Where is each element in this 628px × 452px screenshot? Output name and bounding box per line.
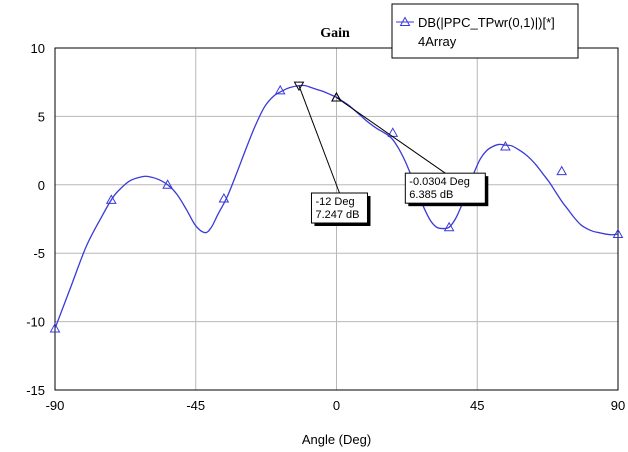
x-axis-label: Angle (Deg) [302,432,371,447]
y-tick-label: 10 [31,41,45,56]
data-marker [443,221,455,232]
annotation-marker [331,91,342,102]
legend: DB(|PPC_TPwr(0,1)|)[*] 4Array [391,3,579,59]
data-marker [49,322,61,333]
y-tick-label: -5 [33,246,45,261]
markers-layer [49,84,624,333]
y-tick-label: -10 [26,315,45,330]
data-marker [387,127,399,137]
annotation-value: 6.385 dB [409,189,453,201]
y-tick-label: -15 [26,383,45,398]
data-marker [500,140,511,151]
x-tick-label: 0 [333,398,340,413]
data-marker [556,165,568,176]
x-tick-label: -45 [186,398,205,413]
annotation-value: 7.247 dB [315,209,359,221]
x-tick-label: 45 [470,398,484,413]
chart-title: Gain [320,26,350,41]
legend-triangle-icon [399,16,411,26]
annotation-marker [293,81,305,92]
y-tick-label: 5 [38,109,45,124]
data-marker [218,192,230,203]
y-axis-ticks: 10 5 0 -5 -10 -15 [26,41,45,398]
x-axis-ticks: -90 -45 0 45 90 [46,398,626,413]
data-marker [162,179,173,189]
legend-box [391,3,579,59]
annotation-leader-line [336,97,446,174]
plot-frame [54,47,619,391]
legend-series-name: DB(|PPC_TPwr(0,1)|)[*] [418,15,555,30]
series-layer [54,84,619,329]
data-marker [612,228,624,239]
annotation-box [310,192,368,224]
annotation-leader-line [298,85,340,194]
x-tick-label: 90 [611,398,625,413]
x-tick-label: -90 [46,398,65,413]
data-marker [274,84,286,95]
annotation-angle: -12 Deg [315,196,354,208]
legend-series-sublabel: 4Array [418,34,457,49]
annotation-box [404,172,486,204]
annotation-angle: -0.0304 Deg [409,176,470,188]
data-marker [105,194,117,204]
y-tick-label: 0 [38,178,45,193]
series-line-0 [54,84,619,329]
